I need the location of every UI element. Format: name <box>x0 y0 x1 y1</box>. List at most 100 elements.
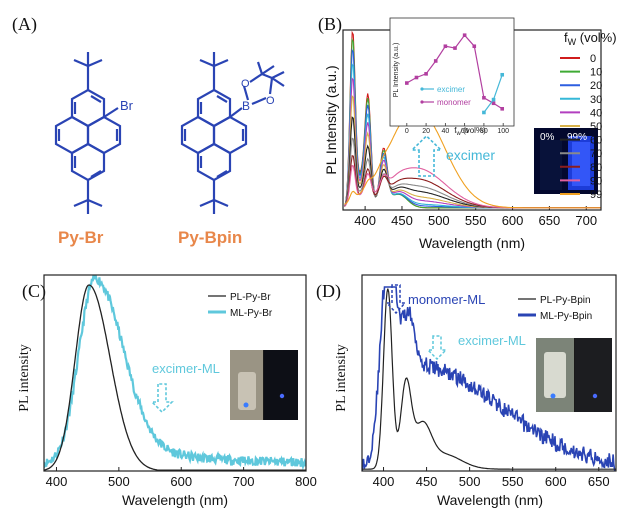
legend-entry-50: 50 <box>590 121 602 133</box>
panel-c: (C) PL intensity Wavelength (nm) 400 500 6… <box>17 274 317 508</box>
panel-d-label: (D) <box>316 281 341 302</box>
panel-c-legend: PL-Py-Br ML-Py-Br <box>208 292 273 319</box>
panel-b-tick-label: 650 <box>539 213 561 228</box>
panel-d-xlabel: Wavelength (nm) <box>437 492 543 508</box>
legend-ml-py-bpin: ML-Py-Bpin <box>540 311 592 322</box>
legend-ml-py-br: ML-Py-Br <box>230 308 273 319</box>
panel-c-xticks: 400 500 600 700 800 <box>46 467 317 489</box>
inset-monomer-point <box>443 44 448 49</box>
panel-c-tick-label: 600 <box>170 474 192 489</box>
py-bpin-label: Py-Bpin <box>178 228 242 247</box>
inset-monomer-point <box>424 72 428 76</box>
inset-tick-label: 40 <box>441 128 449 135</box>
panel-b-tick-label: 400 <box>354 213 376 228</box>
inset-legend: excimer monomer <box>420 85 471 107</box>
inset-tick-label: 80 <box>480 128 488 135</box>
inset-monomer-point <box>405 81 409 85</box>
panel-c-tick-label: 500 <box>108 474 130 489</box>
py-bpin-structure <box>180 52 285 214</box>
panel-b-ylabel: PL Intensity (a.u.) <box>323 65 339 174</box>
inset-excimer-point <box>491 97 496 102</box>
inset-monomer-point <box>433 59 438 63</box>
panel-d-curve-ml <box>362 286 616 471</box>
panel-d-ylabel: PL intensity <box>334 344 349 412</box>
photo-label-99: 99% <box>567 132 587 143</box>
inset-monomer-point <box>453 46 457 50</box>
panel-c-series <box>44 275 306 471</box>
panel-d-photo <box>536 338 612 412</box>
panel-b-tick-label: 550 <box>465 213 487 228</box>
py-br-label: Py-Br <box>58 228 104 247</box>
panel-d-excimer-arrow <box>426 335 448 361</box>
panel-b-inset: PL Intensity (a.u.) 0 20 40 60 80 100 fw (vol… <box>389 17 515 137</box>
panel-c-annotation: excimer-ML <box>152 361 220 376</box>
legend-entry-40: 40 <box>590 107 602 119</box>
b-atom-label: B <box>242 99 250 113</box>
legend-entry-0: 0 <box>590 53 596 65</box>
panel-d-tick-label: 600 <box>545 474 567 489</box>
panel-d-annotation-monomer: monomer-ML <box>408 292 485 307</box>
photo-label-0: 0% <box>540 132 555 143</box>
legend-title: fW (vol%) <box>564 30 617 47</box>
legend-entry-10: 10 <box>590 67 602 79</box>
panel-c-tick-label: 800 <box>295 474 317 489</box>
panel-c-xlabel: Wavelength (nm) <box>122 492 228 508</box>
panel-c-curve-ml <box>44 275 306 471</box>
panel-b-annotation: excimer <box>446 147 495 163</box>
legend-entry-80: 80 <box>590 162 602 174</box>
panel-d-tick-label: 500 <box>459 474 481 489</box>
legend-entry-99: 99 <box>590 189 602 201</box>
panel-c-label: (C) <box>22 281 46 302</box>
inset-tick-label: 20 <box>422 128 430 135</box>
legend-entry-70: 70 <box>590 148 602 160</box>
panel-b-curve-fw-99 <box>344 108 601 209</box>
inset-monomer-point <box>472 44 477 49</box>
inset-tick-label: 100 <box>497 128 509 135</box>
panel-b: (B) PL Intensity (a.u.) Wavelength (nm) … <box>318 14 617 251</box>
panel-c-photo <box>230 350 298 420</box>
py-br-structure <box>54 52 122 214</box>
inset-tick-label: 0 <box>405 128 409 135</box>
inset-monomer-point <box>414 75 419 80</box>
o-atom-label-1: O <box>241 78 250 90</box>
inset-excimer-point <box>500 72 505 77</box>
panel-b-xlabel: Wavelength (nm) <box>419 235 525 251</box>
panel-a: (A) Br Py-Br <box>12 14 285 247</box>
legend-entry-20: 20 <box>590 80 602 92</box>
inset-monomer-point <box>462 33 467 37</box>
inset-excimer-point <box>482 110 486 115</box>
br-atom-label: Br <box>120 98 134 113</box>
panel-b-series <box>343 30 601 209</box>
inset-monomer-point <box>500 107 505 111</box>
panel-c-frame <box>43 274 307 472</box>
panel-a-label: (A) <box>12 14 37 35</box>
legend-entry-30: 30 <box>590 94 602 106</box>
legend-entry-60: 60 <box>590 135 602 147</box>
panel-d-legend: PL-Py-Bpin ML-Py-Bpin <box>518 295 592 322</box>
panel-d-tick-label: 450 <box>416 474 438 489</box>
inset-xticks: 0 20 40 60 80 100 <box>405 123 509 135</box>
panel-c-curve-pl <box>44 284 306 471</box>
panel-c-ylabel: PL intensity <box>17 344 32 412</box>
inset-tick-label: 60 <box>461 128 469 135</box>
inset-monomer-point <box>491 101 496 106</box>
legend-pl-py-br: PL-Py-Br <box>230 292 271 303</box>
panel-b-photo: 0% 99% <box>534 128 598 194</box>
panel-b-tick-label: 500 <box>428 213 450 228</box>
panel-b-tick-label: 600 <box>502 213 524 228</box>
panel-b-tick-label: 450 <box>391 213 413 228</box>
inset-legend-monomer: monomer <box>437 98 471 107</box>
panel-d-annotation-excimer: excimer-ML <box>458 333 526 348</box>
inset-ylabel: PL Intensity (a.u.) <box>393 43 400 98</box>
panel-b-xticks: 400 450 500 550 600 650 700 <box>354 206 597 228</box>
excimer-arrow <box>410 134 443 177</box>
inset-series <box>405 33 505 115</box>
legend-entry-90: 90 <box>590 175 602 187</box>
inset-monomer-point <box>482 95 486 100</box>
inset-xlabel: fw (vol%) <box>454 126 486 137</box>
panel-d-tick-label: 550 <box>502 474 524 489</box>
panel-d-xticks: 400 450 500 550 600 650 <box>373 467 610 489</box>
panel-b-tick-label: 700 <box>575 213 597 228</box>
